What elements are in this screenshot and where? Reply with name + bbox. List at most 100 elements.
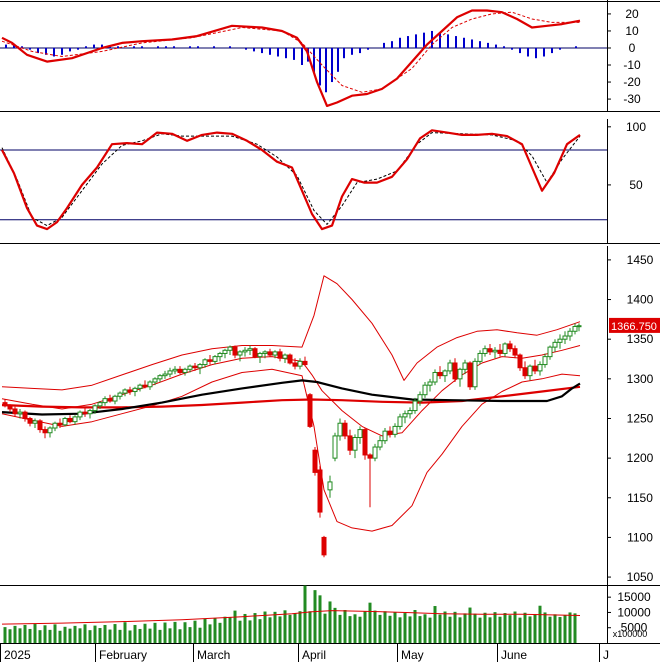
volume-bar xyxy=(548,616,552,643)
candle-body xyxy=(467,362,473,388)
candle-body xyxy=(217,352,223,358)
volume-bar xyxy=(128,630,132,643)
candle-body xyxy=(77,411,83,418)
candle-body xyxy=(507,343,513,350)
volume-bar xyxy=(243,613,247,643)
volume-bar xyxy=(363,611,367,643)
volume-bar xyxy=(283,610,287,643)
volume-bar xyxy=(418,616,422,643)
volume-bar xyxy=(448,616,452,643)
volume-bar xyxy=(68,628,72,643)
candle-body xyxy=(2,402,8,407)
candle-body xyxy=(122,389,128,394)
candle-body xyxy=(572,326,578,332)
moving-average-black xyxy=(1,379,581,416)
volume-tick-label: 5000 xyxy=(621,621,648,635)
volume-bar xyxy=(198,627,202,643)
volume-bar xyxy=(458,617,462,643)
volume-bar xyxy=(493,612,497,643)
candle-body xyxy=(7,405,13,410)
axes: 20100-10-20-3010050145014001350130012501… xyxy=(0,7,660,662)
candle-body xyxy=(407,410,413,415)
volume-bar xyxy=(253,613,257,643)
volume-bar xyxy=(268,617,272,643)
candle-body xyxy=(382,430,388,442)
candle-body xyxy=(462,362,468,370)
volume-bar xyxy=(23,624,27,643)
volume-bar xyxy=(438,614,442,643)
volume-bar xyxy=(408,616,412,643)
price-tick-label: 1250 xyxy=(627,411,654,425)
volume-bar xyxy=(163,622,167,643)
candle-body xyxy=(542,356,548,366)
candle-body xyxy=(247,348,253,351)
candle-body xyxy=(287,354,293,364)
candle-body xyxy=(262,351,268,354)
candle-body xyxy=(42,429,48,434)
macd-line xyxy=(1,9,581,108)
volume-bar xyxy=(3,627,7,643)
candle-body xyxy=(107,398,113,402)
candle-body xyxy=(337,422,343,437)
candle-body xyxy=(282,354,288,359)
volume-bar xyxy=(88,630,92,643)
candle-body xyxy=(457,368,463,380)
volume-bar xyxy=(273,611,277,643)
moving-average-red xyxy=(1,385,581,409)
last-price-label: 1366.750 xyxy=(611,321,657,333)
volume-bar xyxy=(388,615,392,643)
volume-bar xyxy=(413,610,417,643)
candle-body xyxy=(492,349,498,353)
candle-body xyxy=(437,371,443,377)
candle-body xyxy=(472,360,478,388)
volume-bar xyxy=(228,617,232,643)
volume-bar xyxy=(308,611,312,643)
candle-body xyxy=(182,368,188,373)
candle-body xyxy=(197,364,203,369)
candle-body xyxy=(537,364,543,372)
candle-body xyxy=(487,348,493,353)
candle-body xyxy=(112,395,118,402)
volume-bar xyxy=(453,611,457,643)
candle-body xyxy=(252,348,258,358)
volume-tick-label: 10000 xyxy=(617,605,651,619)
volume-bar xyxy=(298,611,302,643)
volume-bar xyxy=(158,629,162,643)
candle-body xyxy=(32,420,38,424)
month-label: May xyxy=(401,648,424,662)
panel-frames xyxy=(0,0,660,644)
volume-bar xyxy=(38,630,42,643)
volume-moving-average xyxy=(1,610,581,625)
volume-bar xyxy=(48,629,52,643)
candle-body xyxy=(502,343,508,354)
volume-bar xyxy=(328,601,332,643)
candle-body xyxy=(127,389,133,393)
volume-bar xyxy=(103,624,107,643)
candle-body xyxy=(22,411,28,419)
volume-bar xyxy=(463,613,467,643)
candle-body xyxy=(512,348,518,356)
volume-bar xyxy=(263,611,267,643)
candle-body xyxy=(377,440,383,448)
candle-body xyxy=(212,356,218,362)
candle-body xyxy=(82,411,88,415)
volume-bar xyxy=(138,628,142,643)
volume-bar xyxy=(288,614,292,643)
volume-bar xyxy=(148,628,152,643)
candle-body xyxy=(452,362,458,380)
volume-bar xyxy=(58,630,62,643)
stoch-k-line xyxy=(1,129,581,231)
volume-bar xyxy=(398,617,402,643)
candle-body xyxy=(312,449,318,473)
volume-bar xyxy=(513,611,517,643)
candle-body xyxy=(402,413,408,418)
volume-bar xyxy=(193,620,197,643)
volume-bar xyxy=(238,620,242,643)
candle-body xyxy=(522,367,528,377)
macd-signal-line xyxy=(1,11,580,93)
volume-bar xyxy=(258,619,262,643)
volume-bar xyxy=(518,617,522,643)
price-tick-label: 1150 xyxy=(627,491,653,505)
candle-body xyxy=(12,408,18,415)
bollinger-lower-band xyxy=(1,368,581,532)
